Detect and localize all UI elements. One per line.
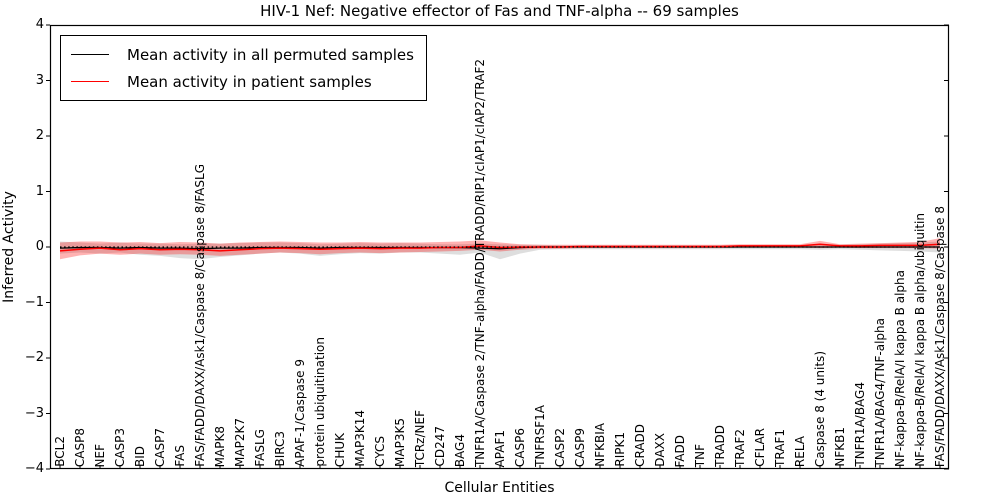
- x-tick-label: RIPK1: [613, 432, 627, 467]
- x-tick-label: NEF: [93, 443, 107, 467]
- x-tick-label: FAS: [173, 445, 187, 467]
- x-tick-label: TNFR1A/BAG4/TNF-alpha: [873, 317, 887, 467]
- x-tick-label: APAF-1/Caspase 9: [293, 359, 307, 467]
- chart-title: HIV-1 Nef: Negative effector of Fas and …: [260, 2, 739, 20]
- x-tick-label: TNFR1A/BAG4: [853, 382, 867, 467]
- x-tick-label: MAP3K14: [353, 410, 367, 467]
- x-tick-label: CRADD: [633, 424, 647, 467]
- x-tick-label: CASP9: [573, 427, 587, 467]
- x-tick-label: BCL2: [53, 436, 67, 467]
- x-tick-label: FASLG: [253, 429, 267, 467]
- x-tick-label: BID: [133, 445, 147, 467]
- legend-label-permuted: Mean activity in all permuted samples: [127, 45, 414, 64]
- x-tick-label: NFKB1: [833, 427, 847, 467]
- legend-label-patient: Mean activity in patient samples: [127, 72, 372, 91]
- x-tick-label: protein ubiquitination: [313, 337, 327, 467]
- y-tick-label: 1: [35, 183, 44, 199]
- x-tick-label: FADD: [673, 434, 687, 468]
- y-tick-label: −2: [24, 350, 44, 365]
- x-tick-label: CASP2: [553, 427, 567, 467]
- x-tick-label: BAG4: [453, 433, 467, 467]
- x-tick-label: TCRz/NEF: [413, 409, 427, 467]
- x-tick-label: BIRC3: [273, 431, 287, 467]
- x-tick-label: MAP2K7: [233, 418, 247, 467]
- x-tick-label: TRAF1: [773, 429, 787, 467]
- x-tick-label: TNFRSF1A: [533, 405, 547, 467]
- x-tick-label: CASP3: [113, 427, 127, 467]
- x-tick-label: DAXX: [653, 433, 667, 467]
- x-axis-label: Cellular Entities: [444, 480, 555, 496]
- x-tick-label: FAS/FADD/DAXX/Ask1/Caspase 8/Caspase 8/F…: [193, 164, 207, 467]
- y-tick-label: 3: [35, 72, 44, 88]
- legend-line-sample-black: [71, 54, 109, 55]
- legend-entry-permuted: Mean activity in all permuted samples: [71, 41, 414, 68]
- y-tick-label: 2: [35, 128, 44, 143]
- x-tick-label: NF-kappa-B/RelA/I kappa B alpha/ubiquiti…: [913, 213, 927, 467]
- axes-border: [49, 24, 950, 470]
- x-tick-label: MAPK8: [213, 425, 227, 467]
- x-tick-label: Caspase 8 (4 units): [813, 350, 827, 467]
- y-tick-label: −1: [24, 294, 44, 310]
- x-tick-label: CFLAR: [753, 428, 767, 467]
- x-tick-label: CD247: [433, 426, 447, 467]
- x-tick-label: CYCS: [373, 436, 387, 467]
- x-tick-label: APAF1: [493, 429, 507, 467]
- legend-entry-patient: Mean activity in patient samples: [71, 68, 414, 95]
- x-tick-label: NF-kappa-B/RelA/I kappa B alpha: [893, 270, 907, 467]
- x-tick-label: RELA: [793, 435, 807, 467]
- x-tick-label: CHUK: [333, 432, 347, 467]
- x-tick-label: NFKBIA: [593, 423, 607, 467]
- legend: Mean activity in all permuted samples Me…: [60, 35, 427, 101]
- y-tick-label: 0: [35, 239, 44, 254]
- x-tick-label: MAP3K5: [393, 418, 407, 467]
- legend-line-sample-red: [71, 81, 109, 82]
- x-tick-label: TNF: [693, 443, 707, 467]
- y-tick-label: 4: [35, 17, 44, 32]
- x-tick-label: CASP6: [513, 427, 527, 467]
- y-tick-label: −4: [24, 461, 44, 476]
- x-tick-label: FAS/FADD/DAXX/Ask1/Caspase 8/Caspase 8: [933, 205, 947, 467]
- x-tick-label: CASP8: [73, 427, 87, 467]
- x-tick-label: TRAF2: [733, 429, 747, 467]
- x-tick-label: TRADD: [713, 425, 727, 467]
- mean-line-0: [59, 246, 940, 250]
- y-tick-label: −3: [24, 405, 44, 421]
- x-tick-label: TNFR1A/Caspase 2/TNF-alpha/FADD/TRADD/RI…: [473, 58, 487, 467]
- x-tick-label: CASP7: [153, 427, 167, 467]
